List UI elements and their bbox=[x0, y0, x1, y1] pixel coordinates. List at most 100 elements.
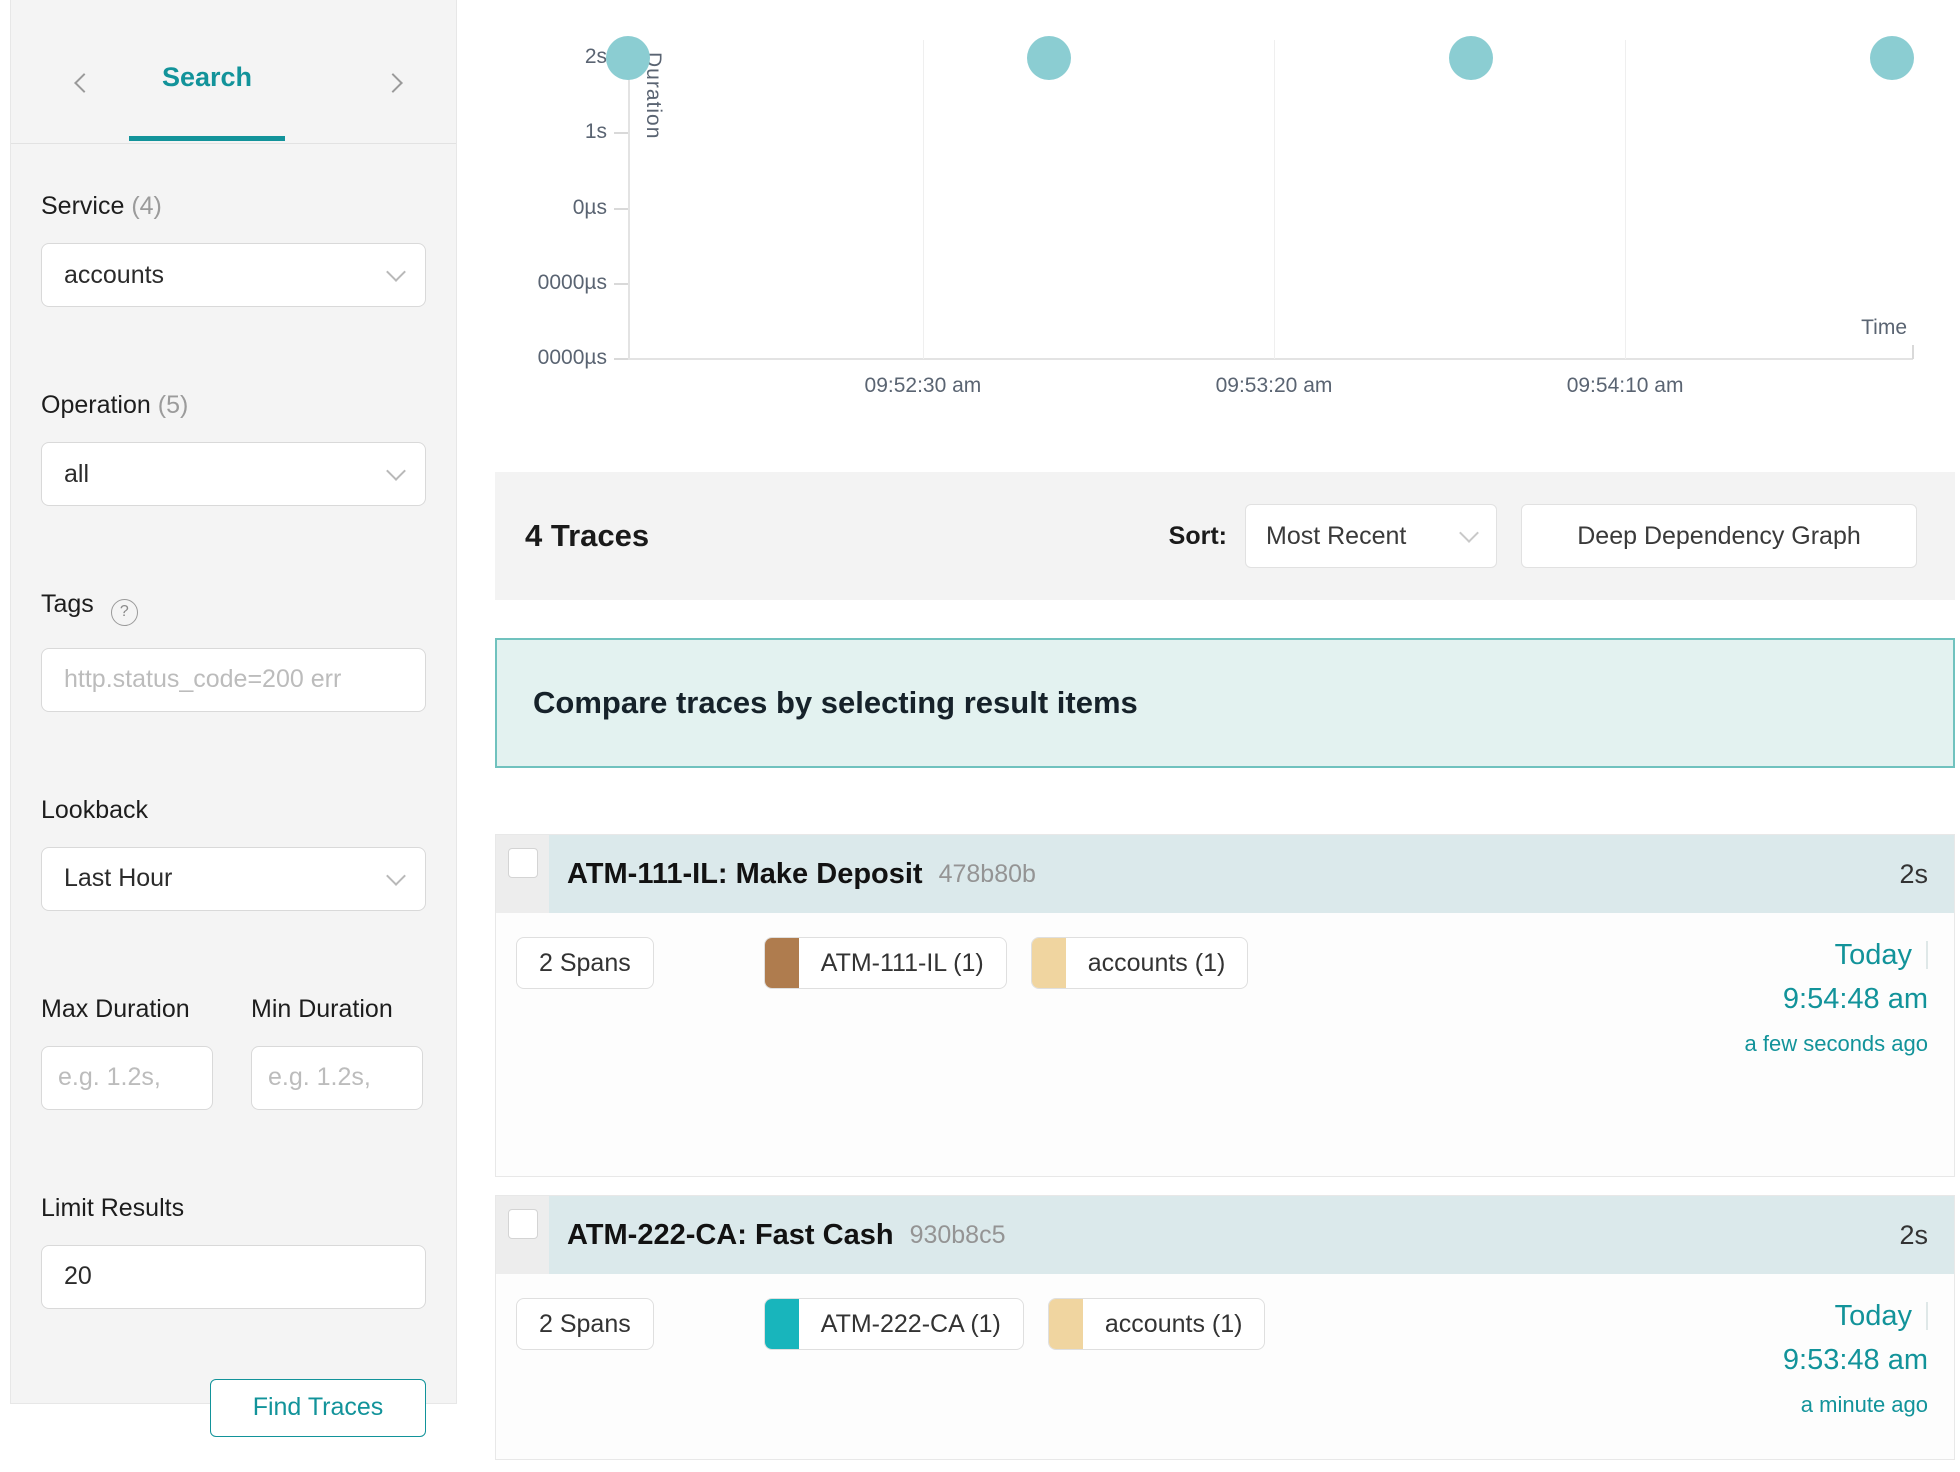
deep-dependency-graph-button[interactable]: Deep Dependency Graph bbox=[1521, 504, 1917, 568]
x-tick-label: 09:52:30 am bbox=[864, 374, 982, 397]
tags-input[interactable] bbox=[41, 647, 426, 712]
lookback-select-value: Last Hour bbox=[64, 864, 173, 892]
compare-banner-text: Compare traces by selecting result items bbox=[533, 685, 1138, 720]
trace-data-point[interactable] bbox=[1869, 36, 1914, 80]
sort-label: Sort: bbox=[1168, 521, 1227, 550]
x-gridline bbox=[922, 40, 924, 359]
trace-timestamp[interactable]: 9:54:48 am bbox=[1782, 983, 1928, 1015]
y-tick-label: 2s bbox=[584, 45, 607, 68]
scatter-plot: Duration Time 2s 1s 0µs 0000µs 0000µs 09:52:3… bbox=[495, 0, 1955, 472]
trace-card-body: 2 Spans ATM-222-CA (1) accounts (1) Toda… bbox=[496, 1274, 1954, 1422]
trace-data-point[interactable] bbox=[606, 36, 650, 80]
trace-duration: 2s bbox=[1899, 858, 1928, 889]
chevron-left-icon[interactable] bbox=[73, 72, 95, 94]
trace-date[interactable]: Today bbox=[1834, 1300, 1912, 1332]
x-gridline bbox=[1274, 40, 1275, 359]
sort-select-value: Most Recent bbox=[1266, 521, 1407, 550]
tags-label: Tags ? bbox=[41, 590, 426, 626]
y-tick bbox=[614, 132, 628, 135]
trace-data-point[interactable] bbox=[1027, 36, 1072, 80]
y-tick bbox=[614, 358, 628, 360]
operation-select[interactable]: all bbox=[41, 442, 426, 506]
trace-id: 930b8c5 bbox=[909, 1220, 1006, 1249]
operation-count: (5) bbox=[157, 391, 189, 419]
x-axis-line bbox=[628, 358, 1913, 360]
trace-time-column: Today 9:54:48 am a few seconds ago bbox=[1698, 933, 1928, 1061]
chevron-down-icon bbox=[386, 461, 406, 481]
trace-time-column: Today 9:53:48 am a minute ago bbox=[1698, 1294, 1928, 1422]
trace-date[interactable]: Today bbox=[1834, 939, 1912, 971]
limit-results-input[interactable] bbox=[41, 1244, 426, 1309]
y-axis-line bbox=[628, 40, 630, 359]
chevron-right-icon[interactable] bbox=[383, 72, 408, 94]
service-select[interactable]: accounts bbox=[41, 243, 426, 307]
traces-count: 4 Traces bbox=[525, 518, 650, 553]
y-axis-title: Duration bbox=[642, 52, 665, 140]
checkbox-strip bbox=[496, 1196, 549, 1274]
trace-data-point[interactable] bbox=[1448, 36, 1493, 80]
service-count: (4) bbox=[131, 192, 162, 220]
divider bbox=[1926, 1302, 1928, 1330]
find-traces-button[interactable]: Find Traces bbox=[210, 1378, 426, 1437]
trace-checkbox[interactable] bbox=[507, 1209, 538, 1239]
min-duration-input[interactable] bbox=[251, 1045, 423, 1110]
trace-title: ATM-111-IL: Make Deposit bbox=[567, 857, 923, 890]
divider bbox=[1926, 941, 1928, 969]
lookback-select[interactable]: Last Hour bbox=[41, 846, 426, 911]
trace-card: ATM-111-IL: Make Deposit 478b80b 2s 2 Sp… bbox=[495, 834, 1955, 1177]
min-duration-label: Min Duration bbox=[251, 994, 393, 1023]
tab-search[interactable]: Search bbox=[161, 62, 253, 92]
chevron-down-icon bbox=[1459, 523, 1479, 543]
operation-label: Operation (5) bbox=[41, 391, 189, 419]
chevron-down-icon bbox=[386, 865, 406, 886]
span-count-pill: 2 Spans bbox=[516, 937, 654, 989]
y-tick bbox=[614, 207, 628, 210]
service-pill: ATM-222-CA (1) bbox=[763, 1298, 1024, 1350]
sort-select[interactable]: Most Recent bbox=[1245, 504, 1497, 568]
trace-timestamp[interactable]: 9:53:48 am bbox=[1782, 1344, 1928, 1376]
tab-active-underline bbox=[129, 136, 285, 141]
operation-select-value: all bbox=[64, 459, 90, 488]
service-pill: accounts (1) bbox=[1030, 937, 1249, 989]
trace-card-header[interactable]: ATM-222-CA: Fast Cash 930b8c5 2s bbox=[496, 1196, 1954, 1274]
span-count-pill: 2 Spans bbox=[516, 1298, 654, 1350]
x-axis-title: Time bbox=[1861, 316, 1907, 339]
trace-id: 478b80b bbox=[938, 859, 1036, 888]
main-content: Duration Time 2s 1s 0µs 0000µs 0000µs 09:52:3… bbox=[495, 0, 1955, 1460]
x-axis-end-tick bbox=[1912, 345, 1914, 359]
trace-relative-time: a minute ago bbox=[1800, 1392, 1928, 1417]
max-duration-input[interactable] bbox=[41, 1045, 213, 1110]
trace-title: ATM-222-CA: Fast Cash bbox=[567, 1218, 894, 1251]
y-tick-label: 1s bbox=[584, 120, 607, 144]
trace-relative-time: a few seconds ago bbox=[1744, 1031, 1928, 1056]
service-pill: accounts (1) bbox=[1047, 1298, 1266, 1350]
trace-card: ATM-222-CA: Fast Cash 930b8c5 2s 2 Spans… bbox=[495, 1195, 1955, 1460]
x-tick-label: 09:54:10 am bbox=[1566, 374, 1684, 397]
y-tick bbox=[614, 282, 628, 285]
compare-banner: Compare traces by selecting result items bbox=[495, 638, 1955, 768]
checkbox-strip bbox=[496, 835, 549, 913]
lookback-label: Lookback bbox=[41, 795, 149, 824]
trace-checkbox[interactable] bbox=[507, 848, 538, 878]
y-tick-label: 0000µs bbox=[537, 270, 607, 294]
y-tick-label: 0µs bbox=[572, 195, 607, 219]
service-color-chip bbox=[1031, 938, 1066, 988]
y-tick-label: 0000µs bbox=[537, 346, 607, 369]
chevron-down-icon bbox=[386, 262, 406, 282]
search-sidebar: Search Service (4) accounts Operation (5… bbox=[10, 0, 457, 1437]
trace-card-header[interactable]: ATM-111-IL: Make Deposit 478b80b 2s bbox=[496, 835, 1954, 913]
service-color-chip bbox=[1048, 1299, 1083, 1349]
x-gridline bbox=[1625, 40, 1627, 359]
trace-card-body: 2 Spans ATM-111-IL (1) accounts (1) Toda… bbox=[496, 913, 1954, 1061]
service-label: Service (4) bbox=[41, 192, 162, 220]
service-pill: ATM-111-IL (1) bbox=[763, 937, 1007, 989]
x-tick-label: 09:53:20 am bbox=[1215, 374, 1333, 397]
limit-results-label: Limit Results bbox=[41, 1193, 185, 1222]
service-color-chip bbox=[764, 1299, 799, 1349]
service-select-value: accounts bbox=[64, 260, 165, 289]
trace-duration: 2s bbox=[1899, 1219, 1928, 1250]
sidebar-tab-row: Search bbox=[11, 0, 456, 144]
question-circle-icon[interactable]: ? bbox=[110, 598, 138, 626]
service-color-chip bbox=[764, 938, 799, 988]
